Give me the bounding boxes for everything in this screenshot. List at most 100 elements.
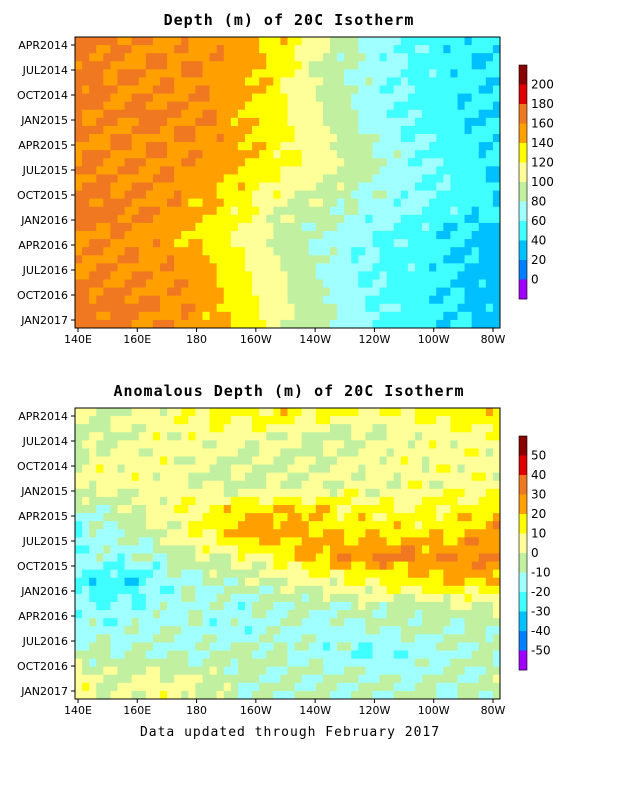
heatmap-cell	[75, 287, 83, 297]
heatmap-cell	[259, 125, 267, 135]
heatmap-cell	[478, 319, 487, 328]
heatmap-cell	[315, 101, 324, 111]
heatmap-cell	[436, 642, 444, 652]
heatmap-cell	[351, 521, 359, 530]
heatmap-cell	[167, 255, 175, 264]
heatmap-cell	[110, 456, 119, 466]
heatmap-cell	[485, 69, 494, 79]
heatmap-cell	[393, 440, 402, 450]
heatmap-cell	[195, 674, 204, 684]
heatmap-cell	[315, 287, 324, 297]
heatmap-cell	[379, 464, 388, 474]
heatmap-cell	[152, 634, 161, 644]
heatmap-cell	[337, 279, 345, 289]
heatmap-cell	[429, 610, 437, 619]
heatmap-cell	[429, 174, 437, 184]
heatmap-cell	[237, 198, 246, 208]
heatmap-cell	[485, 166, 494, 176]
y-tick-label: OCT2014	[17, 89, 68, 102]
heatmap-cell	[245, 45, 253, 54]
heatmap-cell	[138, 626, 147, 635]
heatmap-cell	[294, 77, 303, 87]
heatmap-cell	[216, 432, 225, 441]
heatmap-cell	[280, 69, 289, 79]
heatmap-cell	[422, 424, 430, 433]
heatmap-cell	[160, 585, 168, 595]
heatmap-cell	[415, 642, 423, 652]
heatmap-cell	[273, 255, 282, 264]
heatmap-cell	[351, 287, 359, 297]
heatmap-cell	[259, 231, 267, 240]
heatmap-cell	[117, 650, 126, 660]
heatmap-cell	[195, 545, 204, 555]
heatmap-cell	[273, 45, 282, 54]
heatmap-cell	[365, 53, 374, 62]
heatmap-cell	[450, 585, 459, 595]
heatmap-cell	[407, 206, 416, 216]
heatmap-cell	[478, 432, 487, 441]
heatmap-cell	[124, 239, 133, 248]
heatmap-cell	[89, 537, 97, 547]
heatmap-cell	[322, 496, 331, 506]
heatmap-cell	[138, 93, 147, 103]
heatmap-cell	[450, 255, 459, 264]
heatmap-cell	[478, 416, 487, 425]
heatmap-cell	[266, 472, 274, 482]
heatmap-cell	[75, 311, 83, 321]
heatmap-cell	[195, 537, 204, 547]
heatmap-cell	[386, 311, 395, 321]
heatmap-cell	[188, 634, 197, 644]
heatmap-cell	[358, 650, 367, 660]
heatmap-cell	[393, 166, 402, 176]
heatmap-cell	[344, 69, 352, 79]
heatmap-cell	[315, 109, 324, 119]
heatmap-cell	[245, 569, 253, 579]
heatmap-cell	[195, 464, 204, 474]
heatmap-cell	[75, 182, 83, 192]
heatmap-cell	[393, 295, 402, 305]
heatmap-cell	[400, 190, 409, 200]
heatmap-cell	[492, 239, 500, 248]
heatmap-cell	[167, 690, 175, 699]
heatmap-cell	[223, 634, 232, 644]
heatmap-cell	[103, 77, 112, 87]
heatmap-cell	[266, 53, 274, 62]
heatmap-cell	[436, 311, 444, 321]
heatmap-cell	[110, 319, 119, 328]
heatmap-cell	[351, 239, 359, 248]
heatmap-cell	[308, 214, 317, 224]
heatmap-cell	[230, 634, 239, 644]
heatmap-cell	[287, 472, 296, 482]
heatmap-cell	[344, 77, 352, 87]
heatmap-cell	[330, 505, 338, 514]
heatmap-cell	[223, 682, 232, 692]
heatmap-cell	[202, 577, 211, 587]
heatmap-cell	[82, 682, 90, 692]
heatmap-cell	[252, 642, 260, 652]
heatmap-cell	[167, 150, 175, 159]
heatmap-cell	[308, 513, 317, 522]
heatmap-cell	[167, 432, 175, 441]
x-tick-label: 80W	[481, 333, 506, 346]
heatmap-cell	[152, 263, 161, 273]
heatmap-cell	[131, 303, 140, 313]
heatmap-cell	[294, 440, 303, 450]
heatmap-cell	[181, 456, 189, 466]
heatmap-cell	[301, 690, 310, 699]
heatmap-cell	[422, 448, 430, 458]
heatmap-cell	[365, 545, 374, 555]
heatmap-cell	[443, 174, 452, 184]
heatmap-cell	[152, 456, 161, 466]
x-tick-label: 120W	[358, 333, 390, 346]
heatmap-cell	[436, 37, 444, 46]
heatmap-cell	[471, 682, 480, 692]
heatmap-cell	[379, 231, 388, 240]
heatmap-cell	[365, 642, 374, 652]
heatmap-cell	[429, 77, 437, 87]
heatmap-cell	[174, 666, 182, 676]
heatmap-cell	[365, 255, 374, 264]
heatmap-cell	[145, 61, 154, 70]
heatmap-cell	[351, 93, 359, 103]
heatmap-cell	[131, 287, 140, 297]
heatmap-cell	[478, 85, 487, 95]
